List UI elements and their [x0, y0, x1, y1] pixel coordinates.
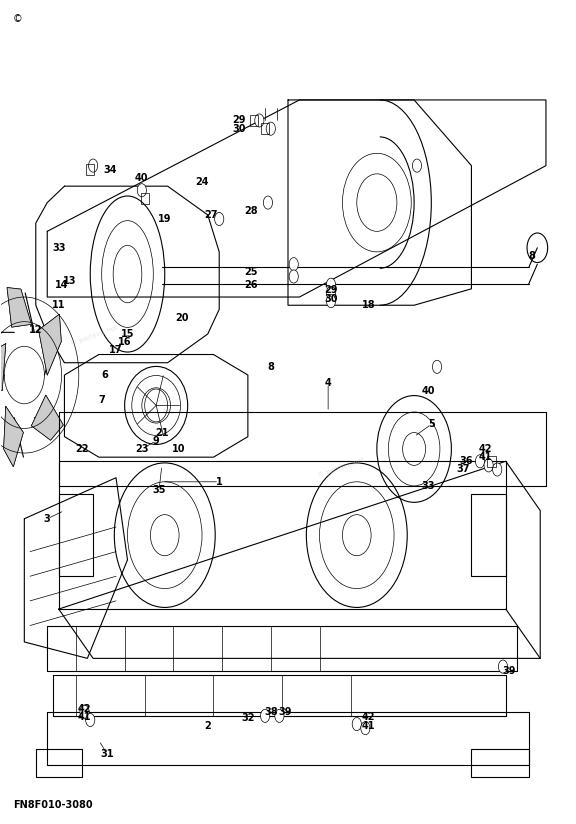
Text: 32: 32: [241, 714, 255, 723]
Text: 37: 37: [456, 465, 469, 475]
Text: 30: 30: [324, 293, 338, 304]
Text: 38: 38: [264, 707, 278, 717]
Text: 41: 41: [362, 721, 375, 731]
Text: 36: 36: [459, 456, 472, 466]
Circle shape: [498, 660, 507, 673]
Text: 1: 1: [216, 477, 222, 487]
Circle shape: [89, 159, 98, 172]
Circle shape: [475, 455, 484, 468]
Circle shape: [484, 459, 493, 472]
Circle shape: [289, 270, 298, 283]
Text: 30: 30: [233, 124, 246, 133]
Text: 5: 5: [428, 419, 435, 429]
Circle shape: [215, 213, 224, 226]
Text: 16: 16: [118, 337, 131, 347]
Bar: [261, 123, 269, 134]
Circle shape: [255, 114, 264, 127]
Text: 28: 28: [244, 206, 257, 216]
Text: 8: 8: [267, 362, 274, 372]
Circle shape: [266, 122, 275, 135]
Text: 3: 3: [44, 513, 51, 524]
Text: 2: 2: [204, 721, 211, 731]
Polygon shape: [7, 288, 32, 327]
Text: 20: 20: [175, 312, 189, 322]
Text: 4: 4: [325, 378, 332, 388]
Text: 27: 27: [204, 210, 217, 220]
Bar: [471, 494, 506, 576]
Bar: [86, 164, 94, 176]
Text: © partsvu.net: © partsvu.net: [70, 324, 119, 347]
Circle shape: [86, 714, 95, 727]
Text: 40: 40: [422, 386, 435, 396]
Circle shape: [433, 360, 442, 373]
Text: 24: 24: [195, 177, 209, 187]
Text: 19: 19: [158, 214, 172, 224]
Text: 39: 39: [502, 666, 516, 676]
Text: 26: 26: [244, 279, 257, 290]
Polygon shape: [39, 314, 61, 375]
Text: 42: 42: [479, 444, 492, 454]
Bar: [487, 456, 495, 467]
Text: 41: 41: [78, 713, 91, 723]
Text: 40: 40: [135, 173, 149, 183]
Text: 31: 31: [101, 750, 114, 760]
Text: 42: 42: [362, 713, 375, 723]
Circle shape: [260, 709, 270, 723]
Text: 14: 14: [55, 279, 69, 290]
Text: 15: 15: [121, 329, 134, 339]
Text: FN8F010-3080: FN8F010-3080: [13, 800, 93, 810]
Text: 42: 42: [78, 705, 91, 714]
Text: 11: 11: [52, 300, 66, 311]
Text: 9: 9: [153, 436, 160, 446]
Text: 21: 21: [155, 428, 169, 438]
Text: 29: 29: [233, 115, 246, 125]
Text: 12: 12: [29, 325, 43, 335]
Bar: [36, 749, 82, 777]
Circle shape: [492, 463, 502, 476]
Text: 33: 33: [52, 243, 66, 253]
Circle shape: [289, 258, 298, 271]
Text: 22: 22: [75, 444, 88, 454]
Circle shape: [275, 709, 284, 723]
Text: 18: 18: [361, 300, 375, 311]
Circle shape: [327, 294, 336, 307]
Text: 29: 29: [324, 285, 338, 296]
Bar: [249, 115, 257, 126]
Text: 41: 41: [479, 452, 492, 462]
Text: 8: 8: [528, 251, 535, 261]
Bar: [59, 494, 93, 576]
Text: ©: ©: [13, 14, 22, 24]
Circle shape: [80, 705, 89, 719]
Text: 34: 34: [104, 165, 117, 175]
Text: 7: 7: [98, 395, 105, 405]
Text: 39: 39: [278, 707, 292, 717]
Polygon shape: [0, 344, 6, 391]
Bar: [471, 749, 529, 777]
Circle shape: [327, 279, 336, 291]
Text: © partsvu.net: © partsvu.net: [317, 456, 366, 479]
Text: 35: 35: [152, 485, 166, 495]
Circle shape: [412, 159, 422, 172]
Polygon shape: [32, 396, 63, 440]
Text: 10: 10: [172, 444, 186, 454]
Circle shape: [352, 718, 361, 731]
Bar: [141, 193, 149, 204]
Circle shape: [263, 196, 272, 209]
Text: 6: 6: [101, 370, 108, 380]
Polygon shape: [3, 406, 24, 466]
Text: 13: 13: [63, 275, 77, 286]
Text: 23: 23: [135, 444, 149, 454]
Text: 17: 17: [109, 345, 123, 355]
Circle shape: [327, 287, 336, 299]
Circle shape: [137, 184, 146, 197]
Text: 25: 25: [244, 268, 257, 278]
Circle shape: [361, 722, 370, 735]
Text: 33: 33: [422, 481, 435, 491]
